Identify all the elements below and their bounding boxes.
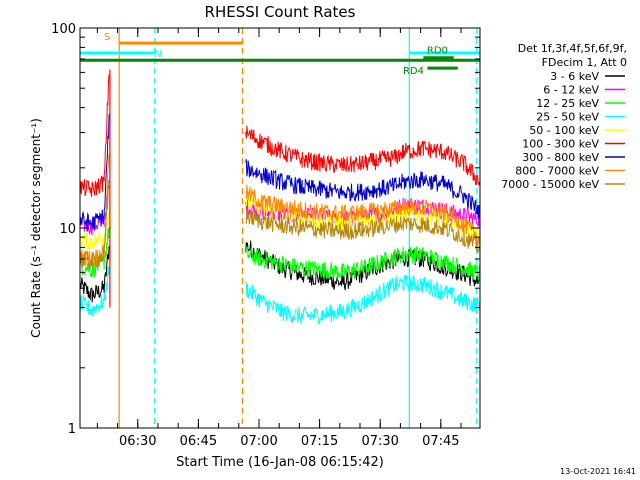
series-line-6 [79, 114, 481, 231]
y-tick-label-1: 10 [59, 222, 76, 237]
axis-ticks: 1 10 100 06:30 06:45 07:00 07:15 07:30 07:45 [51, 22, 480, 449]
legend-header-1: FDecim 1, Att 0 [542, 56, 627, 69]
annotation-label-4: RD0 [427, 46, 448, 57]
annotation-label-1: N [154, 49, 161, 60]
legend-label-5: 100 - 300 keV [522, 138, 599, 151]
x-axis-label: Start Time (16-Jan-08 06:15:42) [176, 455, 384, 470]
legend-label-3: 25 - 50 keV [536, 111, 599, 124]
annotation-label-0: S [104, 32, 110, 43]
legend-label-2: 12 - 25 keV [536, 97, 599, 110]
y-axis-label: Count Rate (s⁻¹ detector segment⁻¹) [29, 118, 43, 338]
x-tick-label-1: 06:45 [180, 434, 217, 449]
x-tick-label-5: 07:45 [422, 434, 459, 449]
series-line-5 [79, 74, 481, 197]
y-tick-label-2: 100 [51, 22, 76, 37]
series-line-3 [79, 266, 481, 325]
series-line-8 [80, 180, 481, 270]
annotation-label-5: RD4 [403, 66, 424, 77]
legend-label-8: 7000 - 15000 keV [501, 178, 599, 191]
series-line-2 [79, 226, 481, 281]
x-tick-label-4: 07:30 [361, 434, 398, 449]
y-tick-label-0: 1 [68, 422, 76, 437]
chart-title: RHESSI Count Rates [205, 3, 356, 21]
legend-label-0: 3 - 6 keV [550, 70, 599, 83]
legend-label-1: 6 - 12 keV [543, 84, 599, 97]
legend-label-4: 50 - 100 keV [529, 124, 599, 137]
x-tick-label-2: 07:00 [240, 434, 277, 449]
legend-label-6: 300 - 800 keV [522, 151, 599, 164]
footer-date: 13-Oct-2021 16:41 [560, 467, 636, 476]
x-tick-label-0: 06:30 [119, 434, 156, 449]
legend-label-7: 800 - 7000 keV [515, 165, 599, 178]
x-tick-label-3: 07:15 [301, 434, 338, 449]
legend-header-0: Det 1f,3f,4f,5f,6f,9f, [518, 42, 627, 55]
legend: Det 1f,3f,4f,5f,6f,9f,FDecim 1, Att 03 -… [501, 42, 627, 191]
